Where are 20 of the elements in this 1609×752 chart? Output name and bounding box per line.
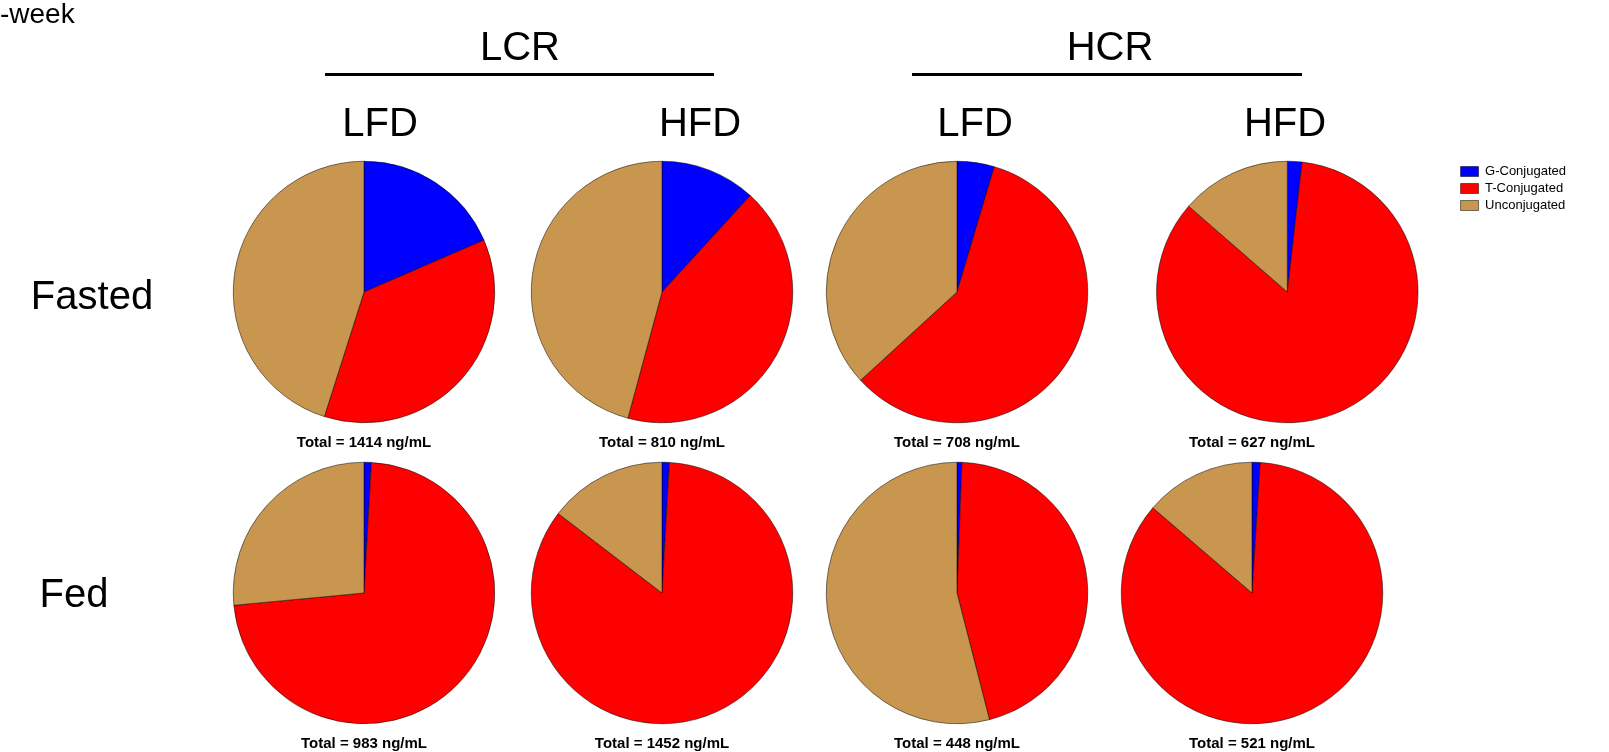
text: Total = 627 ng/mL [1189,433,1315,450]
text: Total = 1414 ng/mL [296,433,432,450]
text: HFD [1243,100,1327,144]
text: Total = 810 ng/mL [599,433,725,450]
text: Total = 983 ng/mL [301,734,427,751]
text: Total = 708 ng/mL [894,433,1020,450]
legend-label: G-Conjugated [1485,163,1567,179]
text: Fasted [30,273,154,317]
text: Total = 448 ng/mL [894,734,1020,751]
text: LFD [342,100,418,144]
text: LFD [937,100,1013,144]
text: Total = 521 ng/mL [1189,734,1315,751]
text: LCR [479,24,561,68]
legend-label: Unconjugated [1485,197,1566,213]
text: HCR [1066,24,1154,68]
text: Total = 1452 ng/mL [594,734,730,751]
text: Fed [39,571,109,615]
legend-label: T-Conjugated [1485,180,1564,196]
text: HFD [658,100,742,144]
text: -week [0,0,75,29]
